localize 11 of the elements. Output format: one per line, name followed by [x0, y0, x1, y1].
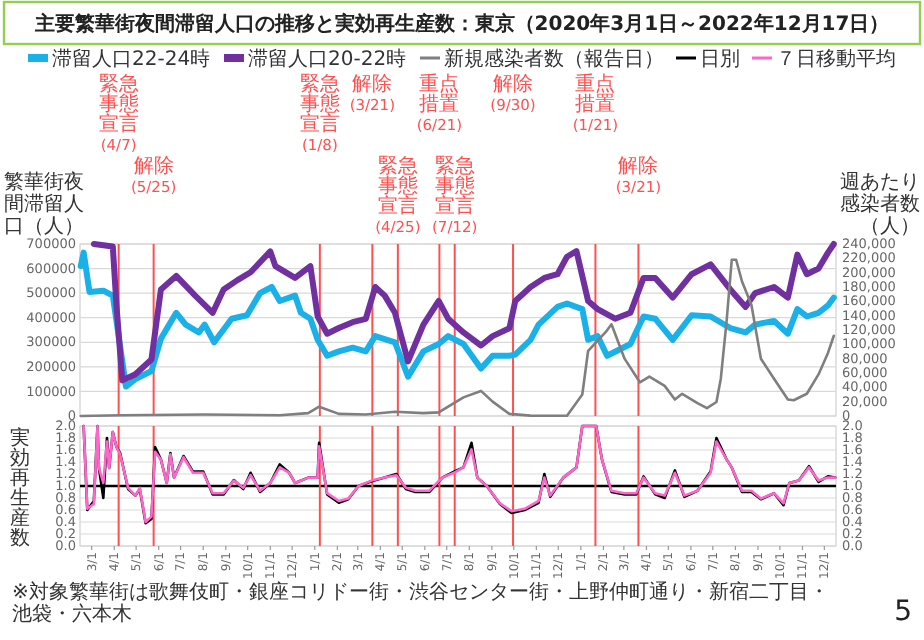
text: 5 — [894, 596, 912, 628]
y-axis-title: 繁華街夜間滞留人口（人） — [4, 170, 84, 238]
legend-label: 日別 — [700, 49, 740, 71]
text: ※対象繁華街は歌舞伎町・銀座コリドー街・渋谷センター街・上野仲町通り・新宿二丁目・池袋・六本木 — [12, 580, 829, 626]
legend-label: ７日移動平均 — [776, 47, 896, 71]
y-axis-title: 実効再生産数 — [10, 426, 30, 550]
y2-axis-title: 週あたり感染者数（人） — [840, 172, 920, 238]
legend-label: 滞留人口20-22時 — [248, 47, 407, 71]
legend-label: 滞留人口22-24時 — [52, 47, 211, 71]
legend-label: 新規感染者数（報告日） — [444, 47, 664, 71]
chart-title: 主要繁華街夜間滞留人口の推移と実効再生産数：東京（2020年3月1日～2022年12月17日） — [32, 12, 890, 36]
